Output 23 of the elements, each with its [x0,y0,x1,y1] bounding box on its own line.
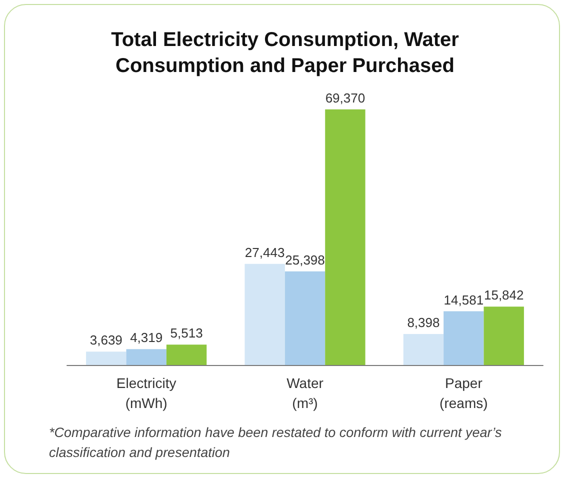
data-label: 5,513 [170,326,203,341]
chart-title: Total Electricity Consumption, Water Consumption and Paper Purchased [110,28,460,79]
bar [403,334,444,365]
bar [244,264,285,365]
bar [284,271,326,365]
bar [126,349,166,365]
data-label: 3,639 [90,332,122,348]
bar [325,109,366,365]
data-label: 15,842 [484,288,524,303]
data-label: 69,370 [325,90,366,106]
bar [86,352,126,365]
bar [166,344,207,365]
bar [484,306,524,365]
data-label: 14,581 [444,292,484,308]
x-tick-label: Paper (reams) [440,375,488,411]
data-label: 27,443 [244,244,285,260]
data-label: 8,398 [407,315,440,330]
x-tick-label: Electricity (mWh) [116,375,176,411]
data-label: 25,398 [285,252,325,268]
x-tick-label: Water (m³) [286,375,324,411]
bar [444,311,484,365]
text: *Comparative information have been restated to conform with current year’s classification and presentation [49,424,503,462]
data-label: 4,319 [130,330,163,346]
